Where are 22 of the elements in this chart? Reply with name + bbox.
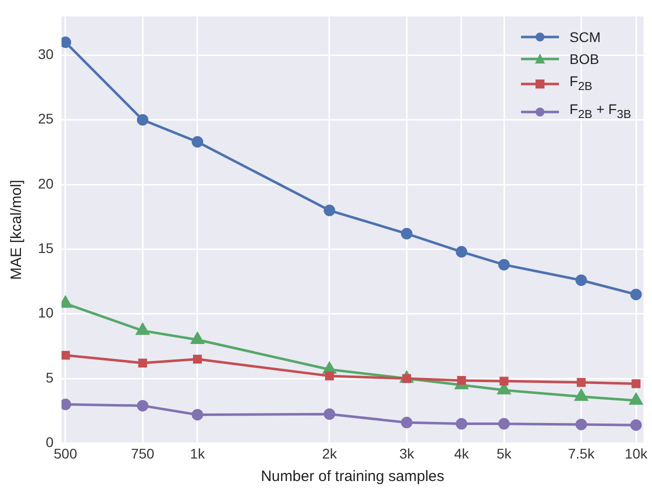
x-tick-label: 2k	[322, 445, 338, 462]
y-tick-label: 30	[38, 46, 54, 62]
legend-label: F$_{2B}$ + F$_{3B}$	[570, 100, 632, 123]
legend-label: BOB	[570, 50, 600, 70]
legend-label: SCM	[570, 28, 601, 48]
y-axis-title: MAE [kcal/mol]	[8, 180, 26, 280]
x-tick-label: 1k	[190, 445, 206, 462]
x-tick-label: 7.5k	[568, 445, 596, 462]
y-tick-label: 5	[46, 369, 54, 386]
x-tick-label: 10k	[624, 445, 648, 462]
y-tick-label: 0	[46, 434, 54, 450]
x-tick-label: 3k	[399, 445, 416, 462]
x-axis-title: Number of training samples	[260, 468, 444, 486]
y-tick-label: 15	[38, 240, 54, 256]
y-tick-label: 25	[38, 110, 54, 127]
x-tick-label: 5k	[496, 445, 512, 462]
y-tick-label: 10	[38, 304, 54, 321]
x-tick-label: 500	[54, 445, 78, 462]
x-tick-label: 4k	[454, 445, 470, 462]
legend-label: F$_{2B}$	[570, 72, 592, 96]
y-tick-label: 20	[38, 175, 54, 192]
x-tick-label: 750	[130, 445, 155, 462]
